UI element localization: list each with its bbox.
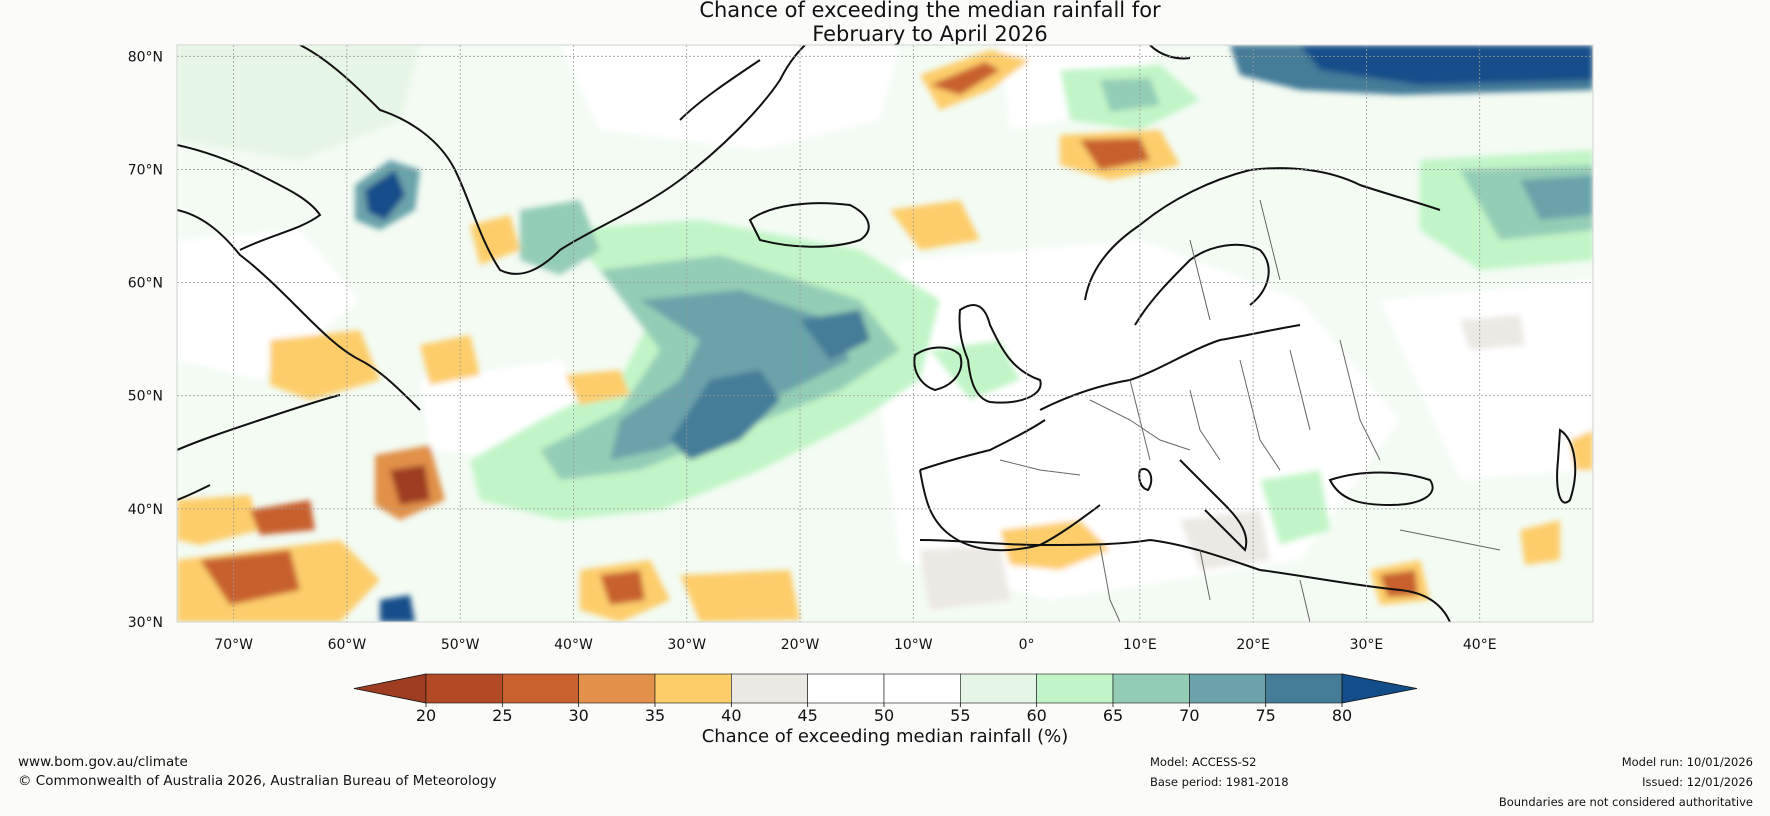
- lon-label: 0°: [1019, 637, 1035, 653]
- latitude-labels: 80°N 70°N 60°N 50°N 40°N 30°N: [128, 49, 163, 631]
- lat-label: 50°N: [128, 389, 163, 405]
- title-line-2: February to April 2026: [812, 22, 1048, 46]
- colorbar-tick-label: 70: [1179, 706, 1199, 725]
- forecast-map: [177, 45, 1593, 622]
- disclaimer-text: Boundaries are not considered authoritat…: [1498, 795, 1753, 809]
- footer-run-info: Model run: 10/01/2026 Issued: 12/01/2026…: [1499, 752, 1753, 812]
- colorbar-tick-label: 55: [950, 706, 970, 725]
- lon-label: 60°W: [328, 637, 367, 653]
- colorbar-bin: [425, 673, 503, 704]
- lon-label: 20°E: [1236, 637, 1270, 653]
- lat-label: 60°N: [128, 276, 163, 292]
- footer-left: www.bom.gov.au/climate © Commonwealth of…: [18, 753, 497, 791]
- lon-label: 40°W: [554, 637, 593, 653]
- colorbar-tick-label: 45: [797, 706, 817, 725]
- colorbar-bin: [1112, 673, 1190, 704]
- graticule: [177, 45, 1593, 622]
- model-run-text: Model run: 10/01/2026: [1621, 755, 1753, 769]
- colorbar-bin: [1189, 673, 1266, 704]
- colorbar-tick-label: 60: [1026, 706, 1046, 725]
- colorbar-tick-label: 30: [568, 706, 588, 725]
- lat-label: 30°N: [128, 615, 163, 631]
- issued-text: Issued: 12/01/2026: [1642, 775, 1753, 789]
- model-text: Model: ACCESS-S2: [1150, 755, 1257, 769]
- coastlines: [177, 45, 1577, 622]
- lon-label: 30°W: [667, 637, 706, 653]
- map-title: Chance of exceeding the median rainfall …: [0, 0, 1770, 46]
- lon-label: 50°W: [441, 637, 480, 653]
- colorbar-extend-high: [1341, 673, 1418, 704]
- lon-label: 10°E: [1123, 637, 1157, 653]
- colorbar-tick-label: 35: [645, 706, 665, 725]
- lon-label: 70°W: [214, 637, 253, 653]
- colorbar-tick-label: 25: [492, 706, 512, 725]
- colorbar-bin: [502, 673, 579, 704]
- lat-label: 40°N: [128, 502, 163, 518]
- colorbar-bin: [960, 673, 1037, 704]
- lon-label: 10°W: [894, 637, 933, 653]
- colorbar: 20 25 30 35 40 45 50 55 60 65 70 75 80: [353, 673, 1418, 725]
- colorbar-bin: [807, 673, 885, 704]
- colorbar-bin: [883, 673, 961, 704]
- title-line-1: Chance of exceeding the median rainfall …: [699, 0, 1161, 22]
- website-link[interactable]: www.bom.gov.au/climate: [18, 754, 188, 770]
- lat-label: 70°N: [128, 162, 163, 178]
- colorbar-bin: [1265, 673, 1343, 704]
- longitude-labels: 70°W 60°W 50°W 40°W 30°W 20°W 10°W 0° 10°E 20°E 30…: [214, 637, 1496, 653]
- colorbar-tick-label: 50: [874, 706, 894, 725]
- lon-label: 40°E: [1463, 637, 1497, 653]
- colorbar-label: Chance of exceeding median rainfall (%): [701, 726, 1069, 747]
- colorbar-tick-label: 80: [1332, 706, 1352, 725]
- colorbar-bin: [654, 673, 732, 704]
- colorbar-tick-label: 65: [1103, 706, 1123, 725]
- map-frame: [176, 44, 1594, 623]
- footer-model-info: Model: ACCESS-S2 Base period: 1981-2018: [1150, 752, 1289, 792]
- base-period-text: Base period: 1981-2018: [1150, 775, 1289, 789]
- copyright-text: © Commonwealth of Australia 2026, Austra…: [18, 773, 497, 789]
- colorbar-extend-low: [353, 673, 427, 704]
- colorbar-tick-label: 20: [416, 706, 436, 725]
- colorbar-bin: [731, 673, 808, 704]
- lon-label: 30°E: [1350, 637, 1384, 653]
- colorbar-tick-label: 40: [721, 706, 741, 725]
- colorbar-bin: [1036, 673, 1114, 704]
- lon-label: 20°W: [781, 637, 820, 653]
- lat-label: 80°N: [128, 49, 163, 65]
- colorbar-bin: [578, 673, 656, 704]
- country-borders: [999, 199, 1501, 622]
- colorbar-tick-label: 75: [1255, 706, 1275, 725]
